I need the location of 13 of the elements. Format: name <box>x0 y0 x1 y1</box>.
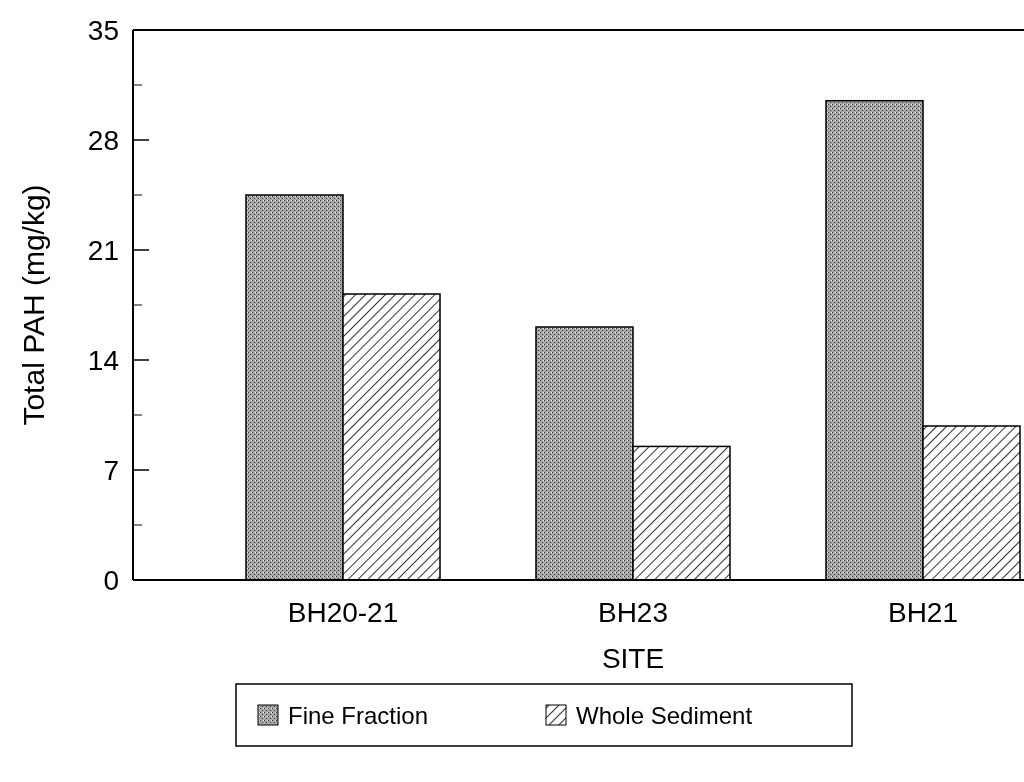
y-tick-label: 21 <box>87 235 119 267</box>
x-tick-label: BH23 <box>597 597 669 628</box>
y-tick-label: 28 <box>87 125 119 157</box>
x-axis-title: SITE <box>601 643 665 674</box>
y-tick-label: 35 <box>87 15 119 47</box>
y-tick-label: 7 <box>103 455 119 487</box>
legend-label: Fine Fraction <box>288 701 429 729</box>
x-tick-label: BH21 <box>887 597 959 628</box>
y-tick-label: 14 <box>87 345 119 377</box>
y-tick-label: 0 <box>103 565 119 597</box>
x-tick-label: BH20-21 <box>287 597 399 628</box>
legend-label: Whole Sediment <box>576 701 753 729</box>
y-axis-title: Total PAH (mg/kg) <box>17 184 50 426</box>
